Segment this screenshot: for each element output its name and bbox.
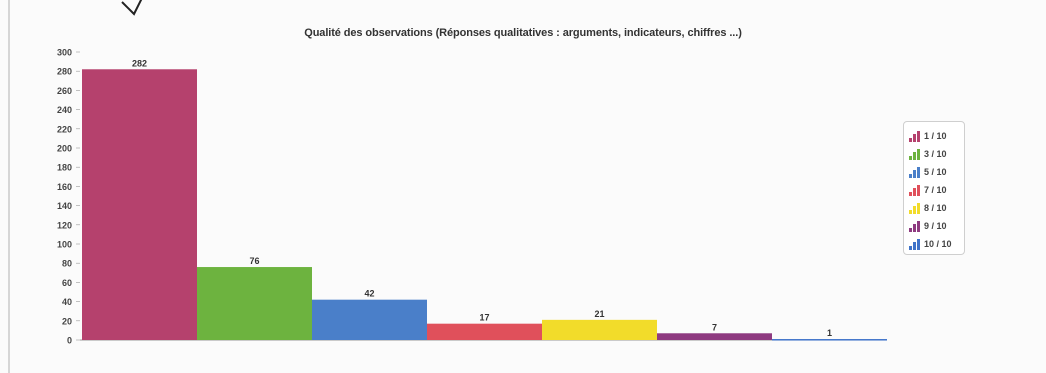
legend-item: 1 / 10 (909, 127, 964, 145)
bar-chart-icon (909, 148, 920, 160)
bar-chart-icon (909, 166, 920, 178)
bar-value-label: 21 (594, 309, 604, 319)
bar-chart-icon (909, 130, 920, 142)
y-tick-label: 240 (57, 105, 72, 115)
y-tick-label: 300 (57, 48, 72, 58)
legend-label: 1 / 10 (924, 131, 947, 141)
bar-value-label: 42 (364, 289, 374, 299)
legend-item: 8 / 10 (909, 199, 964, 217)
y-tick-label: 140 (57, 201, 72, 211)
bar-chart-icon (909, 184, 920, 196)
y-tick-label: 100 (57, 240, 72, 250)
chart-title: Qualité des observations (Réponses quali… (304, 27, 742, 39)
bar (772, 339, 887, 341)
bar (197, 267, 312, 340)
y-tick-label: 280 (57, 67, 72, 77)
chart-legend: 1 / 10 3 / 10 5 / 10 7 / 10 8 / 10 9 / 10 10 /… (903, 121, 965, 255)
y-tick-label: 260 (57, 86, 72, 96)
legend-item: 9 / 10 (909, 217, 964, 235)
bar (312, 299, 427, 340)
legend-label: 10 / 10 (924, 239, 952, 249)
y-tick-label: 220 (57, 124, 72, 134)
legend-item: 10 / 10 (909, 235, 964, 253)
y-tick-label: 40 (62, 297, 72, 307)
bar-value-label: 1 (827, 328, 832, 338)
bar (82, 69, 197, 340)
y-tick-label: 0 (67, 336, 72, 346)
bar-value-label: 282 (132, 58, 147, 68)
legend-label: 7 / 10 (924, 185, 947, 195)
legend-label: 9 / 10 (924, 221, 947, 231)
bar-chart-icon (909, 202, 920, 214)
legend-label: 8 / 10 (924, 203, 947, 213)
bar-value-label: 7 (712, 322, 717, 332)
bar-value-label: 17 (479, 313, 489, 323)
y-tick-label: 80 (62, 259, 72, 269)
y-tick-label: 60 (62, 278, 72, 288)
legend-item: 5 / 10 (909, 163, 964, 181)
y-tick-label: 20 (62, 316, 72, 326)
bar (542, 319, 657, 340)
y-tick-label: 200 (57, 144, 72, 154)
y-tick-label: 180 (57, 163, 72, 173)
legend-label: 3 / 10 (924, 149, 947, 159)
scan-edge-mark (8, 0, 10, 373)
bar-chart-icon (909, 220, 920, 232)
scan-check-mark (121, 0, 143, 16)
legend-item: 7 / 10 (909, 181, 964, 199)
bar (657, 333, 772, 340)
y-tick-label: 160 (57, 182, 72, 192)
legend-label: 5 / 10 (924, 167, 947, 177)
bar (427, 323, 542, 340)
bar-chart-icon (909, 238, 920, 250)
legend-item: 3 / 10 (909, 145, 964, 163)
bar-value-label: 76 (249, 256, 259, 266)
y-tick-label: 120 (57, 220, 72, 230)
